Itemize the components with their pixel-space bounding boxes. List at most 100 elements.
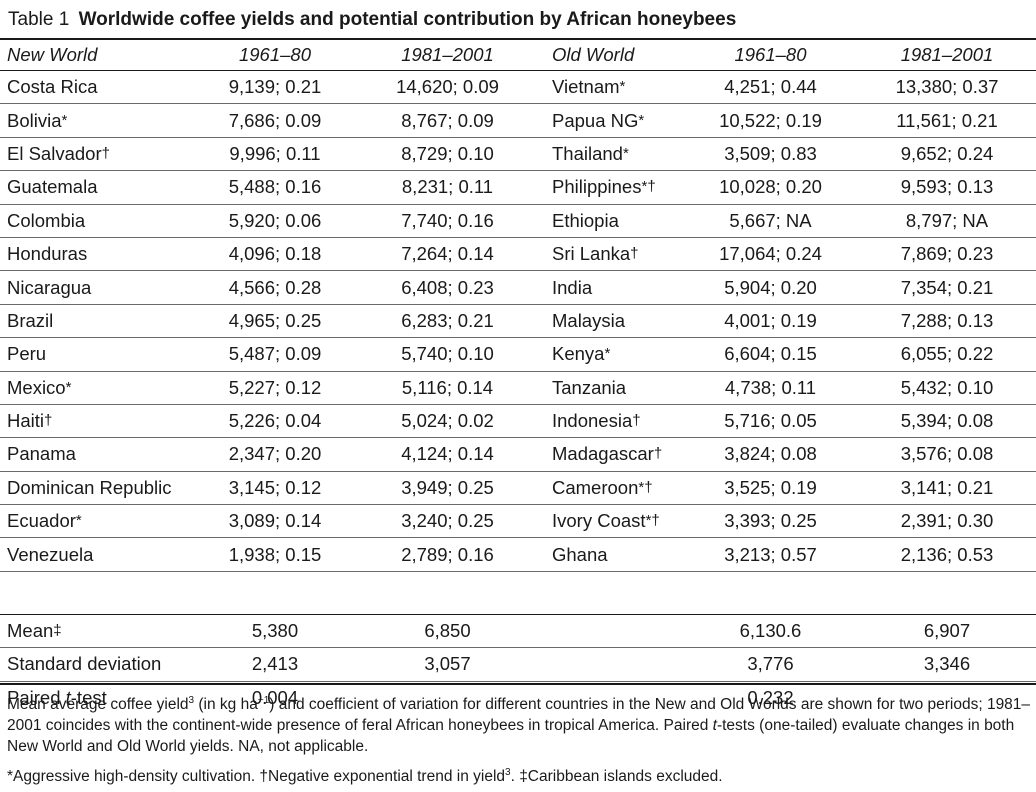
old-world-1961-80-value: 10,028; 0.20	[683, 170, 858, 205]
new-world-1981-2001-summary: 3,057	[355, 647, 540, 682]
new-world-country: Venezuela	[0, 537, 195, 572]
footnote-mark: ‡	[53, 622, 62, 640]
new-world-1981-2001-value: 5,740; 0.10	[355, 337, 540, 372]
old-world-country: Ghana	[540, 537, 683, 572]
table-row: Costa Rica 9,139; 0.21 14,620; 0.09 Vietnam…	[0, 70, 1036, 105]
new-world-1961-80-value: 4,965; 0.25	[195, 304, 355, 339]
old-world-1981-2001-value: 2,136; 0.53	[858, 537, 1036, 572]
data-table: New World 1961–80 1981–2001 Old World 1961–8…	[0, 40, 1036, 714]
new-world-country: Panama	[0, 437, 195, 472]
new-world-1981-2001-value: 6,283; 0.21	[355, 304, 540, 339]
old-world-1981-2001-value: 8,797; NA	[858, 204, 1036, 238]
table-row: Brazil 4,965; 0.25 6,283; 0.21 Malaysia 4,00…	[0, 304, 1036, 339]
new-world-1981-2001-value: 14,620; 0.09	[355, 70, 540, 105]
summary-row: Paired t-test 0.004 0.232	[0, 681, 1036, 714]
old-world-1981-2001-summary: 3,346	[858, 647, 1036, 682]
old-world-1981-2001-value: 11,561; 0.21	[858, 103, 1036, 138]
old-world-1981-2001-value: 7,869; 0.23	[858, 237, 1036, 272]
summary-row: Mean‡ 5,380 6,850 6,130.6 6,907	[0, 614, 1036, 649]
new-world-1961-80-summary: 2,413	[195, 647, 355, 682]
old-world-country: Papua NG*	[540, 103, 683, 138]
old-world-1961-80-value: 10,522; 0.19	[683, 103, 858, 138]
table-row: Panama 2,347; 0.20 4,124; 0.14 Madagascar† 3…	[0, 437, 1036, 472]
old-world-1961-80-value: 4,251; 0.44	[683, 70, 858, 105]
header-row: New World 1961–80 1981–2001 Old World 1961–8…	[0, 40, 1036, 71]
old-world-1961-80-summary: 0.232	[747, 686, 794, 708]
table-row: Dominican Republic 3,145; 0.12 3,949; 0.25…	[0, 471, 1036, 506]
new-world-country: Ecuador*	[0, 504, 195, 539]
top-rule	[0, 38, 1036, 40]
table-row: Peru 5,487; 0.09 5,740; 0.10 Kenya* 6,604; 0…	[0, 337, 1036, 372]
column-header: 1981–2001	[355, 40, 540, 71]
old-world-country: India	[540, 270, 683, 305]
new-world-1961-80-value: 5,227; 0.12	[195, 371, 355, 405]
old-world-country: Tanzania	[540, 371, 683, 405]
old-world-country: Vietnam*	[540, 70, 683, 105]
footnote-mark: *	[638, 111, 645, 129]
footnote-mark: *†	[638, 478, 653, 496]
new-world-country: Nicaragua	[0, 270, 195, 305]
new-world-country: Mexico*	[0, 371, 195, 405]
footnote-mark: *	[619, 78, 626, 96]
table-row: Honduras 4,096; 0.18 7,264; 0.14 Sri Lanka†…	[0, 237, 1036, 272]
new-world-1961-80-value: 1,938; 0.15	[195, 537, 355, 572]
old-world-1981-2001-value: 7,288; 0.13	[858, 304, 1036, 339]
summary-label: Standard deviation	[0, 647, 195, 682]
table-caption: Table 1 Worldwide coffee yields and pote…	[8, 9, 736, 31]
new-world-country: Guatemala	[0, 170, 195, 205]
old-world-1961-80-value: 4,738; 0.11	[683, 371, 858, 405]
new-world-1961-80-value: 9,996; 0.11	[195, 137, 355, 172]
new-world-1981-2001-value: 8,231; 0.11	[355, 170, 540, 205]
new-world-1961-80-value: 5,226; 0.04	[195, 404, 355, 439]
old-world-country: Cameroon*†	[540, 471, 683, 506]
footnote-mark: †	[632, 412, 641, 430]
old-world-1961-80-value: 3,824; 0.08	[683, 437, 858, 472]
new-world-1961-80-value: 5,488; 0.16	[195, 170, 355, 205]
table-title: Worldwide coffee yields and potential co…	[78, 9, 737, 30]
new-world-1981-2001-value: 7,264; 0.14	[355, 237, 540, 272]
old-world-country: Indonesia†	[540, 404, 683, 439]
old-world-1961-80-value: 5,716; 0.05	[683, 404, 858, 439]
new-world-country: Brazil	[0, 304, 195, 339]
footnote-mark: *	[65, 378, 72, 396]
new-world-1981-2001-summary: 6,850	[355, 614, 540, 649]
table-row: Ecuador* 3,089; 0.14 3,240; 0.25 Ivory Coas…	[0, 504, 1036, 539]
footnote-mark: *	[604, 345, 611, 363]
new-world-country: Peru	[0, 337, 195, 372]
old-world-1961-80-summary: 3,776	[683, 647, 858, 682]
new-world-1981-2001-value: 6,408; 0.23	[355, 270, 540, 305]
new-world-country: Costa Rica	[0, 70, 195, 105]
old-world-1961-80-value: 6,604; 0.15	[683, 337, 858, 372]
old-world-1981-2001-value: 9,652; 0.24	[858, 137, 1036, 172]
new-world-1981-2001-value: 5,024; 0.02	[355, 404, 540, 439]
spacer-row	[0, 571, 1036, 615]
old-world-1961-80-value: 3,509; 0.83	[683, 137, 858, 172]
column-header: New World	[0, 40, 195, 71]
new-world-country: Dominican Republic	[0, 471, 195, 506]
old-world-1981-2001-value: 3,141; 0.21	[858, 471, 1036, 506]
old-world-1981-2001-value: 3,576; 0.08	[858, 437, 1036, 472]
new-world-1961-80-value: 7,686; 0.09	[195, 103, 355, 138]
old-world-1981-2001-summary: 6,907	[858, 614, 1036, 649]
column-header: 1961–80	[683, 40, 858, 71]
old-world-1981-2001-value: 7,354; 0.21	[858, 270, 1036, 305]
new-world-1961-80-value: 3,089; 0.14	[195, 504, 355, 539]
table-legend: Mean average coffee yield3 (in kg ha−1) …	[7, 695, 1031, 756]
old-world-1961-80-value: 5,667; NA	[683, 204, 858, 238]
new-world-1961-80-value: 3,145; 0.12	[195, 471, 355, 506]
old-world-country: Madagascar†	[540, 437, 683, 472]
new-world-1961-80-value: 4,096; 0.18	[195, 237, 355, 272]
new-world-country: Haiti†	[0, 404, 195, 439]
footnote-mark: †	[630, 245, 639, 263]
footnote-mark: †	[44, 412, 53, 430]
new-world-country: Bolivia*	[0, 103, 195, 138]
new-world-1981-2001-value: 8,767; 0.09	[355, 103, 540, 138]
table-label: Table 1	[8, 9, 70, 30]
table-row: Haiti† 5,226; 0.04 5,024; 0.02 Indonesia† 5,…	[0, 404, 1036, 439]
empty-cell	[540, 614, 683, 649]
footnote-mark: *	[61, 111, 68, 129]
bottom-rule	[0, 683, 1036, 685]
footnote-mark: *	[622, 144, 629, 162]
new-world-1961-80-value: 9,139; 0.21	[195, 70, 355, 105]
old-world-country: Philippines*†	[540, 170, 683, 205]
